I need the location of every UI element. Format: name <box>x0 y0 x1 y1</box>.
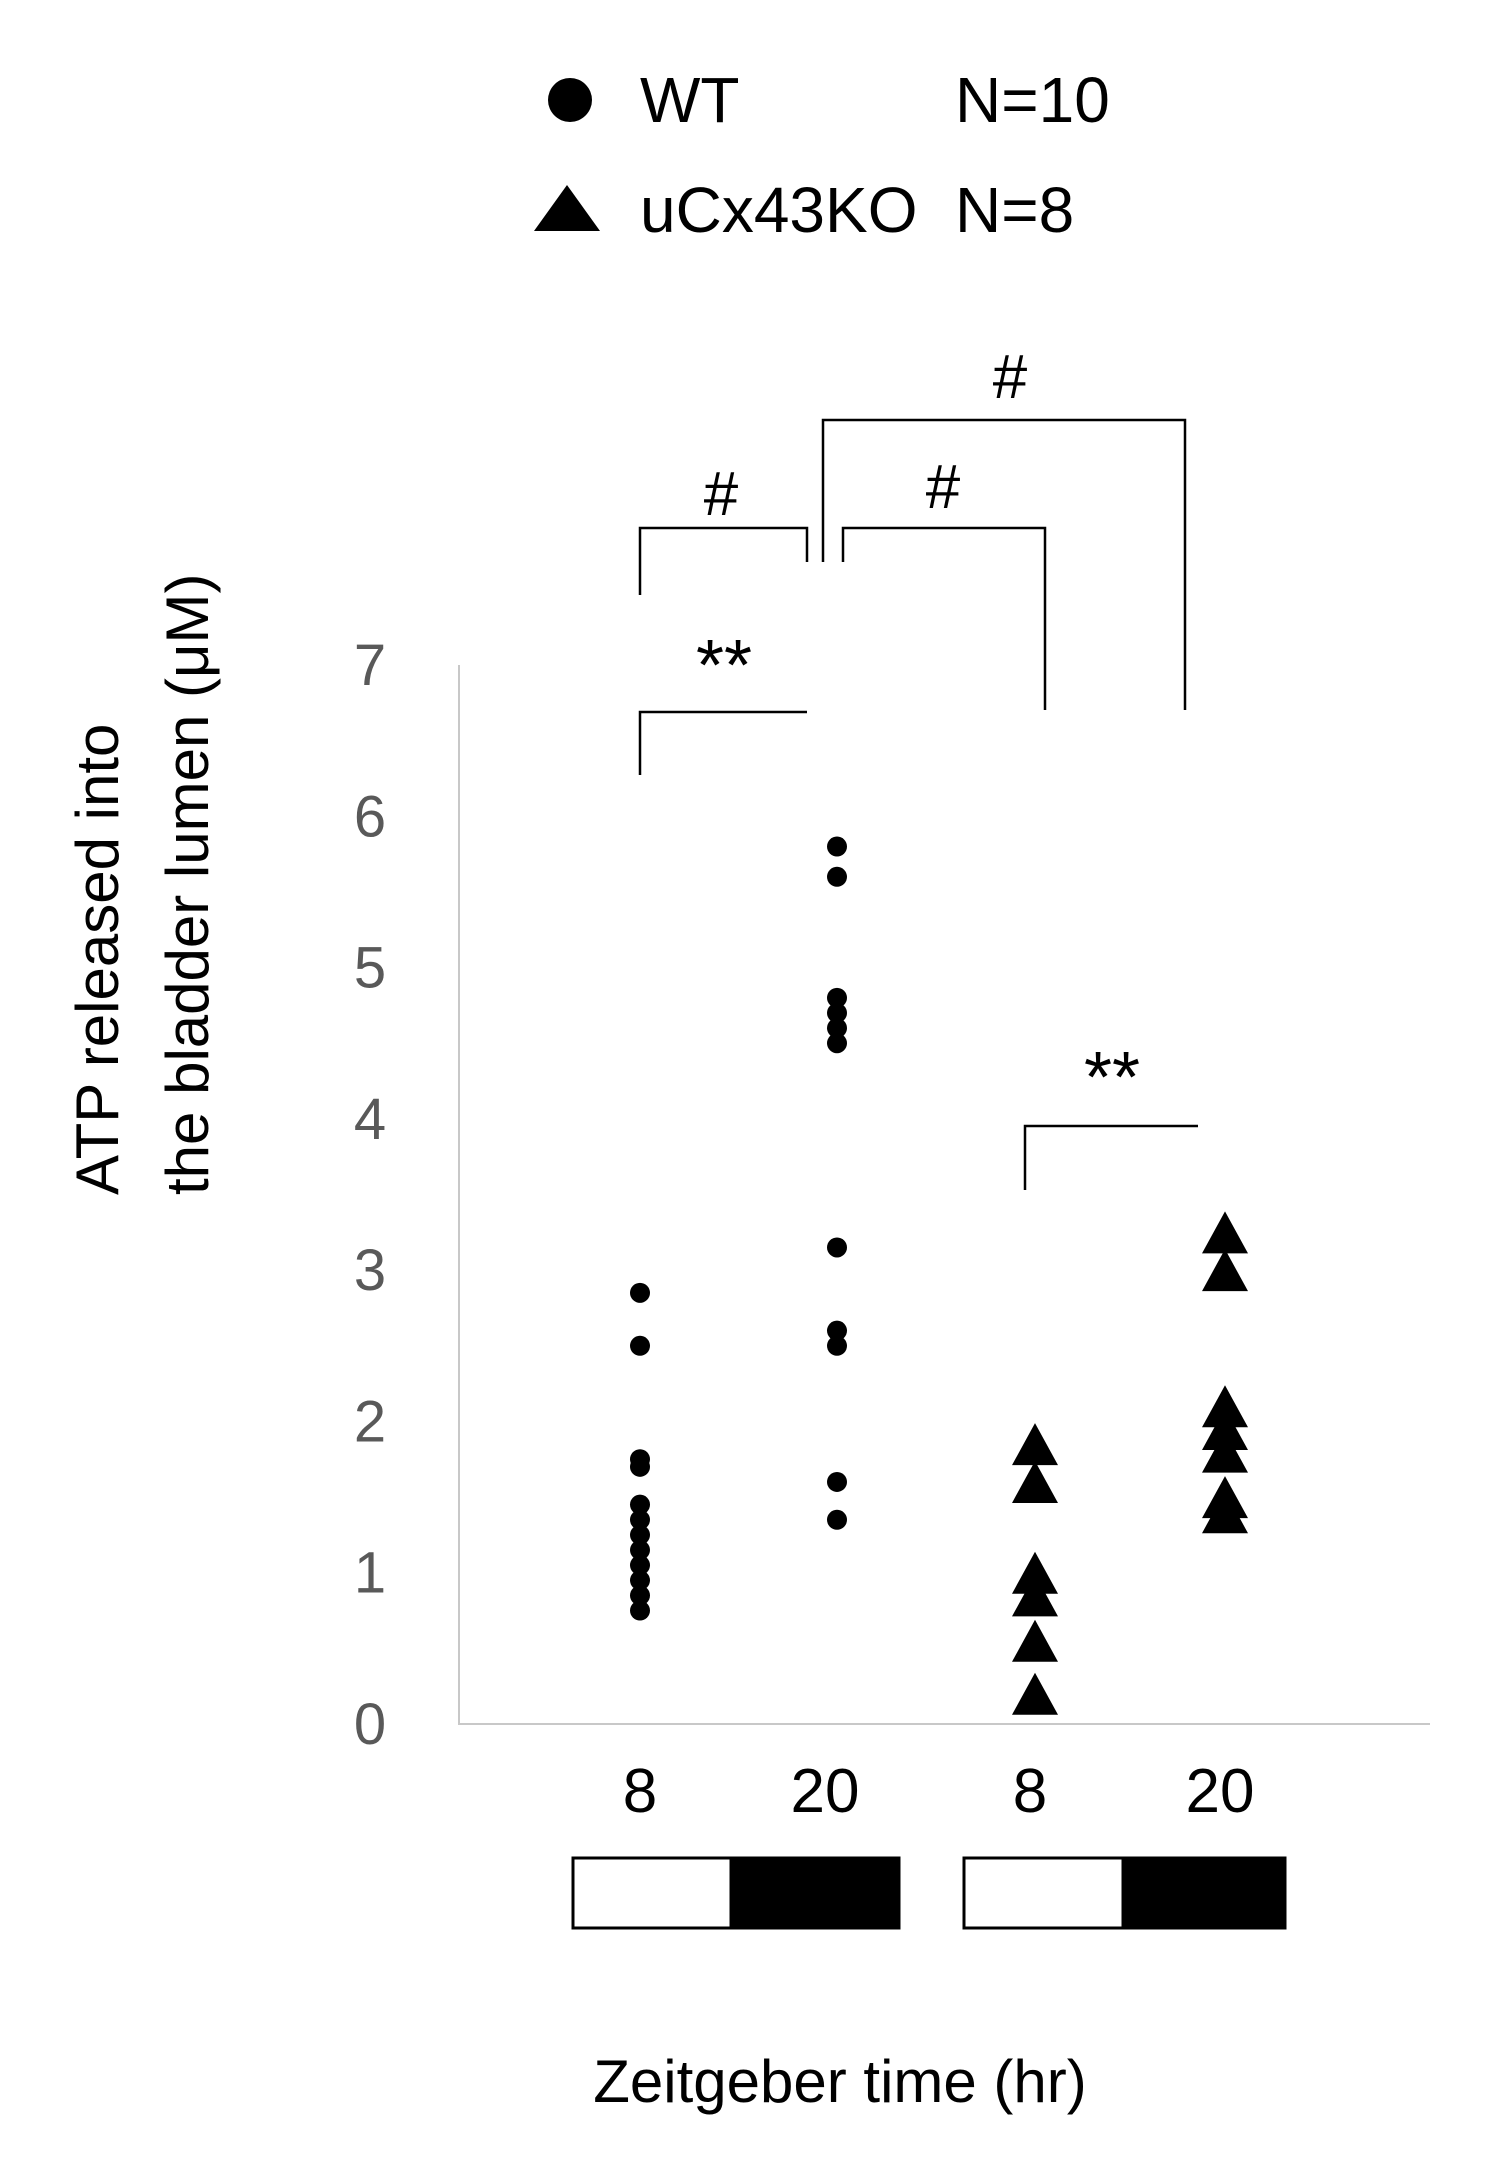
data-point-wt-8-5 <box>630 1509 650 1530</box>
data-point-wt-8-7 <box>630 1540 650 1561</box>
light-bar-ko <box>962 1856 1125 1930</box>
y-tick-label-3: 3 <box>354 1238 386 1303</box>
data-point-ucx43ko-20-6 <box>1202 1491 1248 1534</box>
data-point-wt-20-4 <box>827 1018 847 1039</box>
legend-wt-label: WT <box>640 64 740 136</box>
legend-wt-marker <box>548 78 592 122</box>
light-bar-wt <box>571 1856 733 1930</box>
significance-bracket-3 <box>841 526 1047 710</box>
data-point-wt-8-10 <box>630 1585 650 1606</box>
significance-label-0: ** <box>696 626 752 706</box>
data-point-wt-8-9 <box>630 1570 650 1591</box>
legend-ko-marker <box>534 185 600 231</box>
dark-bar-ko <box>1121 1856 1287 1930</box>
data-point-wt-20-5 <box>827 1033 847 1054</box>
y-tick-label-2: 2 <box>354 1389 386 1454</box>
data-point-ucx43ko-20-0 <box>1202 1211 1248 1254</box>
y-tick-label-7: 7 <box>354 633 386 698</box>
light-dark-bars <box>571 1856 1287 1930</box>
data-point-ucx43ko-8-1 <box>1012 1460 1058 1503</box>
significance-label-4: # <box>993 343 1028 412</box>
data-point-wt-8-6 <box>630 1524 650 1545</box>
legend: WT N=10 uCx43KO N=8 <box>534 64 1110 246</box>
y-tick-label-1: 1 <box>354 1541 386 1606</box>
data-point-ucx43ko-8-2 <box>1012 1551 1058 1594</box>
significance-label-3: # <box>926 453 961 522</box>
x-axis-label: Zeitgeber time (hr) <box>593 2048 1086 2115</box>
x-tick-label-0: 8 <box>623 1757 657 1826</box>
x-tick-labels: 8 20 8 20 <box>623 1757 1255 1826</box>
x-tick-label-1: 20 <box>791 1757 860 1826</box>
data-point-wt-8-4 <box>630 1494 650 1515</box>
data-point-wt-20-7 <box>827 1320 847 1341</box>
data-point-wt-20-10 <box>827 1509 847 1530</box>
x-tick-label-2: 8 <box>1013 1757 1047 1826</box>
y-tick-label-4: 4 <box>354 1087 386 1152</box>
data-point-ucx43ko-8-5 <box>1012 1672 1058 1715</box>
significance-bracket-1 <box>1023 1124 1198 1190</box>
y-axis-label-line2: the bladder lumen (μM) <box>154 573 221 1195</box>
legend-ko-label: uCx43KO <box>640 174 917 246</box>
data-point-ucx43ko-20-3 <box>1202 1407 1248 1450</box>
legend-ko-n: N=8 <box>955 174 1074 246</box>
data-point-wt-20-8 <box>827 1335 847 1356</box>
data-point-ucx43ko-8-4 <box>1012 1619 1058 1662</box>
data-point-wt-20-6 <box>827 1237 847 1258</box>
y-tick-label-0: 0 <box>354 1692 386 1757</box>
data-point-ucx43ko-20-4 <box>1202 1430 1248 1473</box>
y-axis-label: ATP released into the bladder lumen (μM) <box>64 573 221 1195</box>
significance-brackets: ** ** # # # <box>638 343 1198 1190</box>
data-point-wt-20-1 <box>827 866 847 887</box>
significance-label-2: # <box>704 460 739 529</box>
significance-bracket-2 <box>638 526 809 595</box>
data-point-ucx43ko-20-2 <box>1202 1385 1248 1428</box>
data-point-wt-8-0 <box>630 1282 650 1303</box>
data-point-wt-20-9 <box>827 1471 847 1492</box>
data-point-ucx43ko-8-3 <box>1012 1574 1058 1617</box>
data-point-ucx43ko-8-0 <box>1012 1423 1058 1466</box>
data-point-wt-20-2 <box>827 987 847 1008</box>
data-point-wt-20-3 <box>827 1002 847 1023</box>
data-point-wt-8-1 <box>630 1335 650 1356</box>
significance-bracket-0 <box>638 710 807 775</box>
y-tick-labels: 0 1 2 3 4 5 6 7 <box>354 633 386 1757</box>
data-points <box>630 836 1248 1715</box>
y-axis-label-line1: ATP released into <box>64 724 131 1195</box>
data-point-wt-8-3 <box>630 1456 650 1477</box>
data-point-wt-8-8 <box>630 1555 650 1576</box>
significance-label-1: ** <box>1084 1038 1140 1118</box>
y-tick-label-5: 5 <box>354 936 386 1001</box>
data-point-wt-8-11 <box>630 1600 650 1621</box>
data-point-ucx43ko-20-1 <box>1202 1249 1248 1292</box>
x-tick-label-3: 20 <box>1186 1757 1255 1826</box>
legend-wt-n: N=10 <box>955 64 1110 136</box>
data-point-wt-20-0 <box>827 836 847 857</box>
dark-bar-wt <box>729 1856 901 1930</box>
y-tick-label-6: 6 <box>354 784 386 849</box>
significance-bracket-4 <box>821 418 1187 710</box>
